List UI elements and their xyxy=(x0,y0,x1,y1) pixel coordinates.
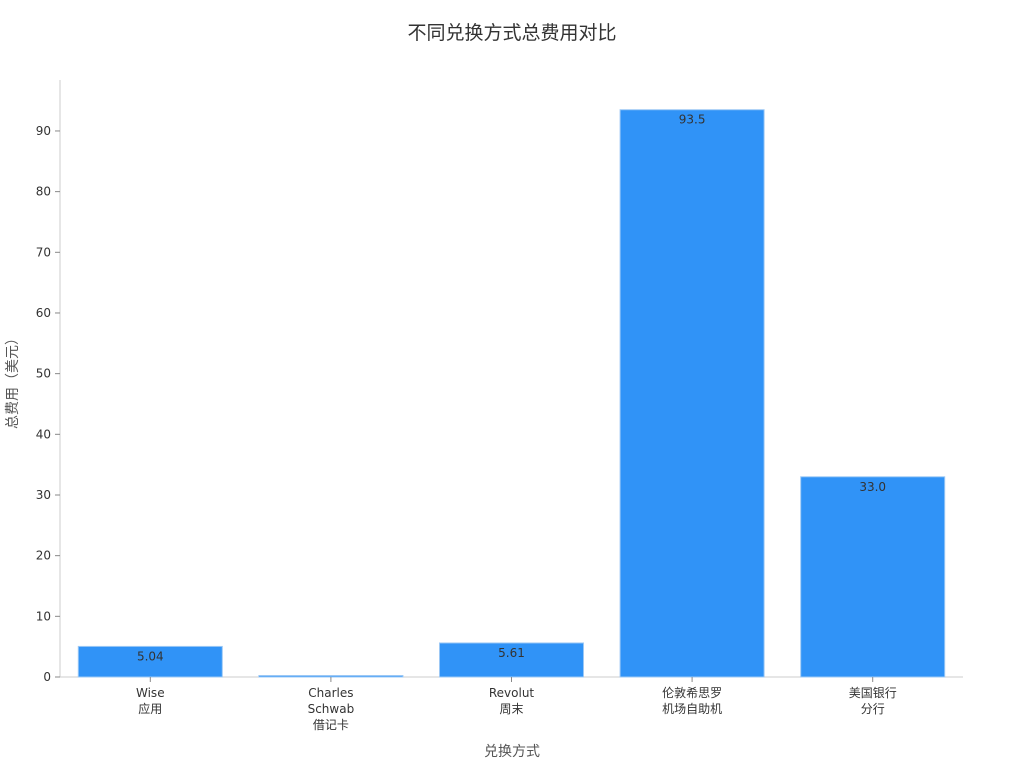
y-tick-label: 80 xyxy=(36,185,51,199)
data-label: 5.61 xyxy=(498,646,525,660)
y-tick-label: 20 xyxy=(36,549,51,563)
x-axis-label: 兑换方式 xyxy=(484,743,540,760)
x-tick-label: Schwab xyxy=(308,702,355,716)
x-tick-label: 周末 xyxy=(499,702,523,716)
chart-title: 不同兑换方式总费用对比 xyxy=(407,22,616,44)
y-tick-label: 0 xyxy=(43,670,51,684)
x-tick-label: 应用 xyxy=(138,701,162,716)
y-tick-label: 10 xyxy=(36,609,51,623)
data-label: 93.5 xyxy=(679,113,706,127)
x-tick-label: Revolut xyxy=(489,686,535,700)
bar xyxy=(800,476,946,678)
x-tick-label: 伦敦希思罗 xyxy=(662,685,722,700)
y-tick-label: 60 xyxy=(36,306,51,320)
x-tick-label: Charles xyxy=(308,686,353,700)
y-axis-label: 总费用（美元） xyxy=(5,331,21,429)
data-label: 33.0 xyxy=(859,480,886,494)
x-tick-label: 美国银行 xyxy=(849,686,897,700)
y-tick-label: 70 xyxy=(36,245,51,259)
x-tick-label: 分行 xyxy=(861,702,885,716)
y-tick-label: 30 xyxy=(36,488,51,502)
bar xyxy=(439,642,584,678)
x-tick-label: 借记卡 xyxy=(313,718,349,732)
y-tick-label: 50 xyxy=(36,367,51,381)
x-tick-label: 机场自助机 xyxy=(662,702,722,716)
y-tick-label: 90 xyxy=(36,124,51,138)
bar xyxy=(619,109,765,678)
y-tick-label: 40 xyxy=(36,427,51,441)
bar xyxy=(258,675,404,678)
bar xyxy=(77,645,223,678)
x-tick-label: Wise xyxy=(136,686,165,700)
data-label: 5.04 xyxy=(137,649,164,663)
